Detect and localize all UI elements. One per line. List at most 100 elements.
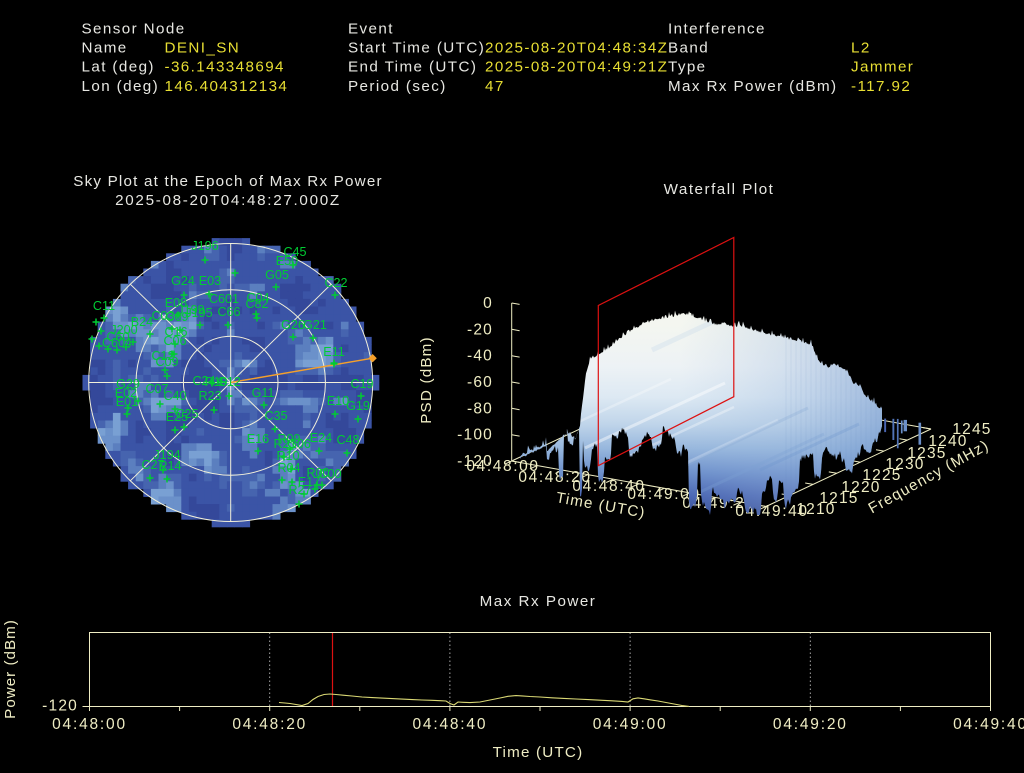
svg-text:Start Time (UTC): Start Time (UTC)	[348, 40, 485, 57]
svg-text:G29: G29	[116, 377, 140, 391]
svg-text:47: 47	[485, 78, 505, 95]
svg-text:C48: C48	[336, 433, 359, 447]
svg-text:Interference: Interference	[668, 21, 766, 38]
svg-text:C45: C45	[283, 245, 306, 259]
svg-text:-117.92: -117.92	[851, 78, 911, 95]
svg-text:R00: R00	[306, 466, 329, 480]
svg-text:-120: -120	[457, 453, 493, 470]
svg-text:04:48:20: 04:48:20	[232, 716, 307, 733]
svg-text:-36.143348694: -36.143348694	[165, 59, 285, 76]
svg-text:G19: G19	[346, 399, 370, 413]
svg-text:04:49:40: 04:49:40	[953, 716, 1024, 733]
svg-text:04:48:00: 04:48:00	[52, 716, 127, 733]
svg-text:Time (UTC): Time (UTC)	[493, 744, 584, 761]
svg-text:C04: C04	[246, 291, 269, 305]
svg-text:E24: E24	[310, 431, 332, 445]
svg-text:B24: B24	[131, 315, 153, 329]
svg-text:1230: 1230	[885, 456, 924, 473]
svg-text:04:49:00: 04:49:00	[593, 716, 668, 733]
svg-text:R23: R23	[198, 389, 221, 403]
svg-text:2025-08-20T04:49:21Z: 2025-08-20T04:49:21Z	[485, 59, 668, 76]
svg-text:2025-08-20T04:48:27.000Z: 2025-08-20T04:48:27.000Z	[115, 192, 341, 209]
svg-text:C27: C27	[141, 458, 164, 472]
svg-text:04:48:00: 04:48:00	[466, 458, 539, 475]
svg-text:R21: R21	[273, 437, 296, 451]
svg-text:C24: C24	[192, 374, 215, 388]
svg-text:E50: E50	[276, 254, 298, 268]
svg-text:J195: J195	[185, 306, 212, 320]
svg-text:Lon (deg): Lon (deg)	[82, 78, 160, 95]
svg-text:C25: C25	[175, 407, 198, 421]
svg-text:Sky Plot at the Epoch of Max R: Sky Plot at the Epoch of Max Rx Power	[73, 173, 382, 190]
svg-text:C03: C03	[151, 309, 174, 323]
svg-text:R04: R04	[277, 461, 300, 475]
svg-text:C601: C601	[209, 292, 239, 306]
svg-text:Type: Type	[668, 59, 707, 76]
svg-text:04:49:20: 04:49:20	[773, 716, 848, 733]
svg-text:-120: -120	[42, 698, 78, 715]
svg-text:R10: R10	[276, 449, 299, 463]
svg-text:C35: C35	[264, 409, 287, 423]
svg-text:04:48:40: 04:48:40	[413, 716, 488, 733]
svg-text:-20: -20	[467, 321, 493, 338]
svg-text:Waterfall Plot: Waterfall Plot	[664, 181, 775, 198]
svg-text:04:49:00: 04:49:00	[627, 486, 700, 503]
svg-text:C12: C12	[151, 349, 174, 363]
svg-text:C11: C11	[93, 299, 115, 313]
svg-text:G26: G26	[281, 318, 305, 332]
svg-text:G21: G21	[303, 318, 327, 332]
svg-text:Max Rx Power (dBm): Max Rx Power (dBm)	[668, 78, 838, 95]
svg-text:-60: -60	[467, 374, 493, 391]
svg-text:R14: R14	[158, 459, 181, 473]
svg-text:G06: G06	[287, 437, 311, 451]
svg-text:Name: Name	[82, 40, 128, 57]
svg-text:R19: R19	[204, 375, 227, 389]
svg-text:J194: J194	[153, 448, 180, 462]
svg-text:-40: -40	[467, 348, 493, 365]
svg-text:Max Rx Power: Max Rx Power	[480, 593, 597, 610]
svg-text:C22: C22	[324, 276, 347, 290]
svg-text:C09: C09	[155, 355, 178, 369]
svg-text:E10: E10	[327, 394, 349, 408]
svg-text:E25: E25	[166, 410, 188, 424]
svg-text:E01: E01	[116, 395, 138, 409]
svg-text:G11: G11	[252, 386, 275, 400]
svg-text:Power (dBm): Power (dBm)	[2, 619, 19, 719]
svg-text:1245: 1245	[952, 421, 991, 438]
svg-text:E11: E11	[323, 345, 344, 359]
svg-text:J200: J200	[110, 323, 137, 337]
svg-text:E03: E03	[199, 274, 221, 288]
svg-text:J196: J196	[191, 239, 218, 253]
svg-text:Period (sec): Period (sec)	[348, 78, 447, 95]
svg-text:C66: C66	[217, 305, 240, 319]
svg-text:1235: 1235	[907, 445, 946, 462]
svg-text:C07: C07	[145, 382, 168, 396]
svg-text:1240: 1240	[928, 433, 967, 450]
svg-text:C60: C60	[106, 330, 129, 344]
svg-text:04:48:20: 04:48:20	[518, 469, 591, 486]
svg-text:C40: C40	[163, 389, 186, 403]
svg-text:Sensor Node: Sensor Node	[82, 21, 186, 38]
svg-text:E08: E08	[165, 296, 187, 310]
svg-text:1210: 1210	[796, 501, 835, 518]
svg-text:Event: Event	[348, 21, 394, 38]
svg-text:-80: -80	[467, 400, 493, 417]
svg-text:1220: 1220	[841, 479, 880, 496]
svg-text:End Time (UTC): End Time (UTC)	[348, 59, 477, 76]
svg-text:0: 0	[483, 295, 493, 312]
svg-text:2025-08-20T04:48:34Z: 2025-08-20T04:48:34Z	[485, 40, 668, 57]
svg-text:PSD (dBm): PSD (dBm)	[418, 336, 435, 424]
svg-text:E02: E02	[115, 386, 137, 400]
svg-text:Band: Band	[668, 40, 709, 57]
svg-text:G24: G24	[171, 274, 195, 288]
svg-text:146.404312134: 146.404312134	[165, 78, 289, 95]
svg-text:-100: -100	[457, 427, 493, 444]
svg-text:Jammer: Jammer	[851, 59, 914, 76]
svg-text:G12: G12	[217, 375, 241, 389]
svg-text:DENI_SN: DENI_SN	[165, 40, 241, 57]
svg-text:C19: C19	[350, 377, 373, 391]
svg-text:Lat (deg): Lat (deg)	[82, 59, 155, 76]
svg-text:04:48:40: 04:48:40	[572, 478, 645, 495]
svg-text:J199: J199	[177, 303, 204, 317]
svg-text:R09: R09	[277, 432, 300, 446]
